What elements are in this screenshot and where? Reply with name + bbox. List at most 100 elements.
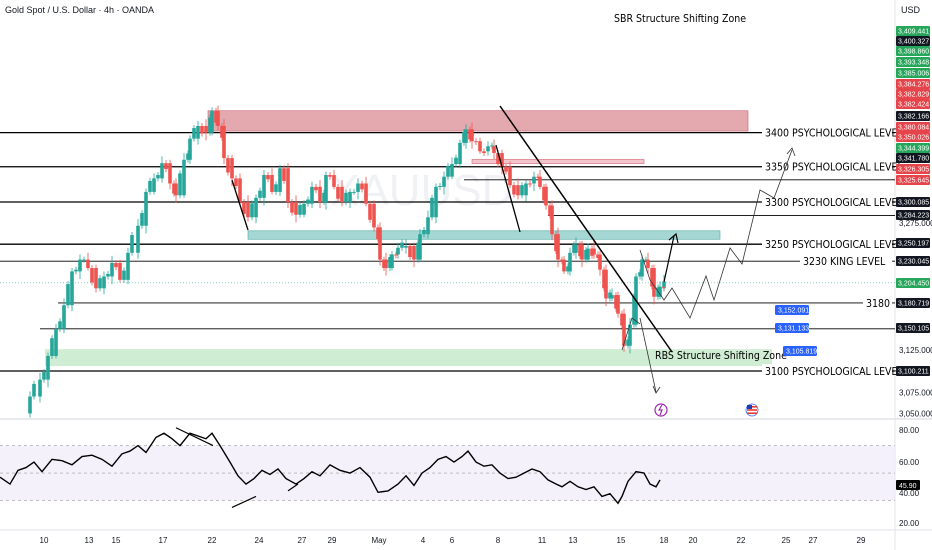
candle-body: [490, 145, 494, 147]
candle-body: [318, 186, 322, 203]
candle-body: [70, 271, 74, 306]
level-label-bg: [762, 125, 892, 139]
candle-body: [560, 259, 564, 262]
candle-body: [418, 234, 422, 260]
candle-body: [492, 146, 496, 154]
candle-body: [94, 268, 98, 289]
measure-tag-text: 3,131.133: [778, 326, 809, 333]
time-tick-label: 8: [496, 536, 501, 545]
candle-body: [78, 259, 82, 272]
price-tag-text: 3,250.197: [898, 241, 929, 248]
price-tag-text: 3,382.829: [898, 92, 929, 99]
candle-body: [388, 257, 392, 269]
candle-body: [578, 244, 582, 257]
candle-body: [258, 190, 262, 198]
candle-body: [454, 157, 458, 165]
candle-body: [486, 146, 490, 152]
candle-body: [620, 313, 624, 326]
candle-body: [290, 202, 294, 213]
candle-body: [172, 183, 176, 194]
price-tag: [896, 238, 930, 248]
time-tick-label: 17: [159, 536, 168, 545]
candle-body: [562, 259, 566, 272]
us-flag-icon[interactable]: [745, 403, 759, 417]
candle-body: [340, 186, 344, 203]
candle-body: [416, 242, 420, 260]
rsi-value-tag: [896, 480, 920, 490]
price-tag-text: 3,150.105: [898, 326, 929, 333]
candle-body: [332, 175, 336, 187]
candle-body: [50, 338, 54, 356]
candle-body: [504, 166, 508, 172]
candle-body: [470, 129, 474, 142]
candle-body: [592, 248, 596, 255]
candle-body: [164, 163, 168, 170]
candle-body: [572, 244, 576, 253]
candle-body: [148, 180, 152, 192]
price-tag: [896, 132, 930, 142]
candle-body: [536, 176, 540, 178]
candle-body: [378, 227, 382, 260]
candle-body: [306, 199, 310, 204]
candle-body: [42, 372, 46, 380]
zone-box: [45, 349, 772, 367]
time-tick-label: 25: [782, 536, 791, 545]
trend-line: [499, 105, 673, 353]
candle-body: [126, 252, 130, 280]
arrow-head: [786, 147, 796, 157]
candle-body: [348, 191, 352, 203]
price-tag-text: 3,341.780: [898, 156, 929, 163]
candle-body: [638, 272, 642, 277]
candle-body: [408, 246, 412, 258]
candle-body: [222, 125, 226, 159]
candle-body: [382, 259, 386, 269]
time-tick-label: 11: [538, 536, 547, 545]
level-label: 3250 PSYCHOLOGICAL LEVEL: [765, 239, 903, 251]
candle-body: [188, 138, 192, 160]
candle-body: [298, 205, 302, 215]
mini-zone: [247, 230, 721, 240]
rsi-tick-label: 80.00: [899, 426, 920, 435]
price-tag: [896, 143, 930, 153]
candle-body: [106, 273, 110, 277]
candle-body: [114, 262, 118, 268]
candle-body: [422, 229, 426, 235]
level-label: 3100 PSYCHOLOGICAL LEVEL: [765, 366, 903, 378]
candle-body: [458, 142, 462, 165]
candle-body: [500, 153, 504, 167]
time-tick-label: 29: [328, 536, 337, 545]
candle-body: [442, 176, 446, 187]
candle-body: [130, 235, 134, 253]
zone-box: [207, 110, 749, 132]
price-tag: [896, 278, 930, 288]
candle-body: [136, 225, 140, 253]
candle-body: [262, 175, 266, 198]
candle-body: [430, 197, 434, 218]
time-tick-label: 15: [112, 536, 121, 545]
pulse-icon[interactable]: [654, 403, 668, 417]
candle-body: [310, 186, 314, 204]
level-label-bg: [800, 254, 892, 268]
time-tick-label: 10: [40, 536, 49, 545]
price-tag: [896, 197, 930, 207]
measure-tag: [775, 305, 809, 315]
price-tag: [896, 175, 930, 185]
candle-body: [302, 203, 306, 215]
candle-body: [608, 292, 612, 299]
level-label: 3350 PSYCHOLOGICAL LEVEL: [765, 162, 903, 174]
candle-body: [328, 175, 332, 177]
price-tag: [896, 164, 930, 174]
candle-body: [160, 163, 164, 179]
time-tick-label: 22: [208, 536, 217, 545]
candle-body: [32, 383, 36, 397]
level-label-bg: [762, 237, 892, 251]
rsi-tick-label: 60.00: [899, 458, 920, 467]
candle-body: [220, 125, 224, 138]
candle-body: [434, 186, 438, 218]
svg-text:XAUUSD: XAUUSD: [330, 166, 513, 215]
price-tag: [896, 210, 930, 220]
candle-body: [516, 185, 520, 196]
candle-body: [140, 213, 144, 226]
time-tick-label: 13: [85, 536, 94, 545]
